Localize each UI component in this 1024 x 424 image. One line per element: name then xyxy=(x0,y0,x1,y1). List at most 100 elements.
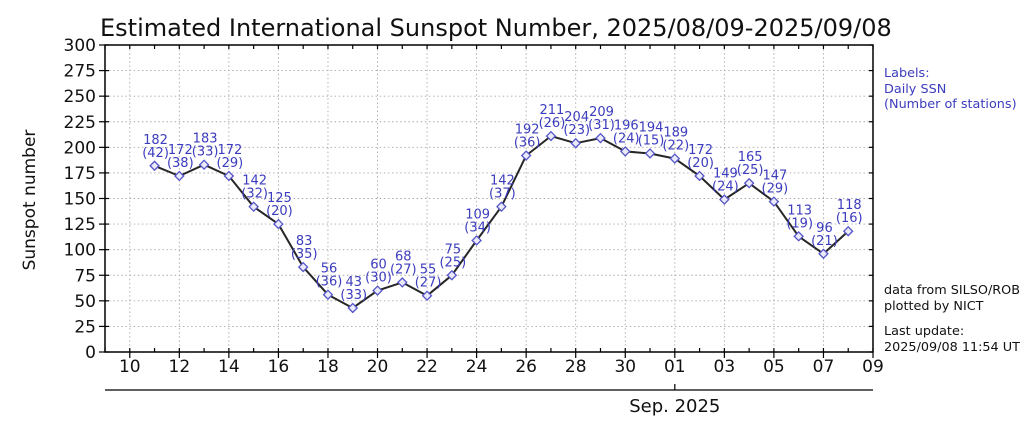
point-label-ssn: 211 xyxy=(540,103,565,118)
point-label-ssn: 60 xyxy=(370,258,387,273)
point-label-stations: (29) xyxy=(762,182,789,197)
point-label-ssn: 204 xyxy=(564,110,589,125)
point-label-stations: (19) xyxy=(786,216,813,231)
data-point-marker xyxy=(496,201,507,213)
data-point-marker xyxy=(793,231,804,242)
y-tick-label: 50 xyxy=(74,292,96,312)
point-label-stations: (38) xyxy=(167,156,194,171)
data-point-marker xyxy=(248,201,259,213)
point-label-stations: (36) xyxy=(316,275,343,290)
point-label-ssn: 142 xyxy=(242,174,267,189)
data-point-marker xyxy=(743,177,755,189)
data-point-marker xyxy=(768,196,780,207)
credit-note: data from SILSO/ROB plotted by NICT xyxy=(884,283,1020,314)
x-tick-label: 16 xyxy=(268,357,290,377)
point-label-ssn: 43 xyxy=(345,275,362,290)
x-tick-label: 18 xyxy=(317,357,339,377)
chart-title: Estimated International Sunspot Number, … xyxy=(100,14,892,42)
point-label-ssn: 96 xyxy=(816,221,833,236)
point-label-stations: (26) xyxy=(539,116,566,131)
point-label-ssn: 125 xyxy=(267,191,292,206)
y-tick-label: 0 xyxy=(85,343,96,363)
y-axis-label: Sunspot number xyxy=(20,129,40,271)
x-tick-label: 28 xyxy=(565,357,587,377)
point-label-ssn: 209 xyxy=(589,105,614,120)
point-label-stations: (34) xyxy=(464,220,491,235)
point-label-ssn: 147 xyxy=(762,169,787,184)
x-tick-label: 07 xyxy=(813,357,835,377)
y-tick-label: 125 xyxy=(64,215,96,235)
y-tick-label: 200 xyxy=(64,138,96,158)
point-label-ssn: 68 xyxy=(395,249,412,264)
point-label-stations: (15) xyxy=(638,133,665,148)
data-point-marker xyxy=(372,285,383,296)
data-point-marker xyxy=(669,153,681,164)
point-label-stations: (31) xyxy=(588,118,615,133)
y-tick-label: 225 xyxy=(64,113,96,133)
point-label-ssn: 183 xyxy=(193,132,218,147)
data-point-marker xyxy=(149,160,160,172)
data-point-marker xyxy=(322,289,334,301)
legend-note: Labels: Daily SSN (Number of stations) xyxy=(884,66,1017,113)
data-point-marker xyxy=(570,137,582,149)
data-point-marker xyxy=(396,277,408,288)
legend-note-line2: Daily SSN xyxy=(884,81,947,97)
y-tick-label: 250 xyxy=(64,87,96,107)
y-tick-label: 150 xyxy=(64,190,96,210)
x-tick-label: 03 xyxy=(714,357,736,377)
point-label-stations: (27) xyxy=(415,276,442,291)
point-label-stations: (20) xyxy=(266,204,293,219)
point-label-stations: (36) xyxy=(514,136,541,151)
x-tick-label: 20 xyxy=(367,357,389,377)
point-label-ssn: 109 xyxy=(465,207,490,222)
data-point-marker xyxy=(471,235,482,246)
point-label-stations: (27) xyxy=(390,262,417,277)
point-label-stations: (24) xyxy=(613,131,640,146)
point-label-ssn: 172 xyxy=(217,143,242,158)
point-label-stations: (23) xyxy=(563,123,590,138)
point-label-stations: (37) xyxy=(489,187,516,202)
data-point-marker xyxy=(273,218,284,230)
point-label-stations: (20) xyxy=(687,156,714,171)
point-label-stations: (25) xyxy=(439,255,466,270)
data-point-marker xyxy=(545,130,557,142)
data-point-marker xyxy=(446,269,458,281)
data-point-marker xyxy=(520,150,532,161)
plot-border xyxy=(104,44,874,353)
data-point-marker xyxy=(719,194,730,205)
credit-note-line1: data from SILSO/ROB xyxy=(884,283,1021,298)
point-label-ssn: 149 xyxy=(713,167,738,182)
point-label-stations: (29) xyxy=(217,156,244,171)
point-label-stations: (42) xyxy=(142,146,169,161)
y-tick-label: 25 xyxy=(74,317,96,337)
y-tick-label: 100 xyxy=(64,241,96,261)
data-point-marker xyxy=(223,170,235,182)
y-tick-label: 300 xyxy=(64,36,96,56)
point-label-ssn: 83 xyxy=(296,234,313,249)
y-tick-label: 275 xyxy=(64,62,96,82)
point-label-ssn: 165 xyxy=(738,150,763,165)
x-tick-label: 10 xyxy=(119,357,141,377)
point-label-stations: (16) xyxy=(836,211,863,226)
point-label-ssn: 118 xyxy=(837,198,862,213)
point-label-stations: (33) xyxy=(192,145,219,160)
data-point-marker xyxy=(198,159,210,171)
data-point-marker xyxy=(421,290,433,302)
data-point-marker xyxy=(174,170,185,182)
update-note-line2: 2025/09/08 11:54 UT xyxy=(884,339,1020,355)
point-label-stations: (21) xyxy=(811,234,838,249)
data-point-marker xyxy=(347,302,359,314)
point-label-ssn: 172 xyxy=(688,143,713,158)
point-label-ssn: 113 xyxy=(787,203,812,218)
x-tick-label: 30 xyxy=(614,357,636,377)
data-point-marker xyxy=(694,170,705,182)
point-label-stations: (32) xyxy=(241,187,268,202)
y-tick-label: 175 xyxy=(64,164,96,184)
data-point-marker xyxy=(297,261,309,273)
point-label-stations: (35) xyxy=(291,247,318,262)
point-label-ssn: 194 xyxy=(639,120,664,135)
month-label: Sep. 2025 xyxy=(629,396,720,417)
data-point-marker xyxy=(619,146,631,157)
point-label-ssn: 75 xyxy=(445,242,462,257)
